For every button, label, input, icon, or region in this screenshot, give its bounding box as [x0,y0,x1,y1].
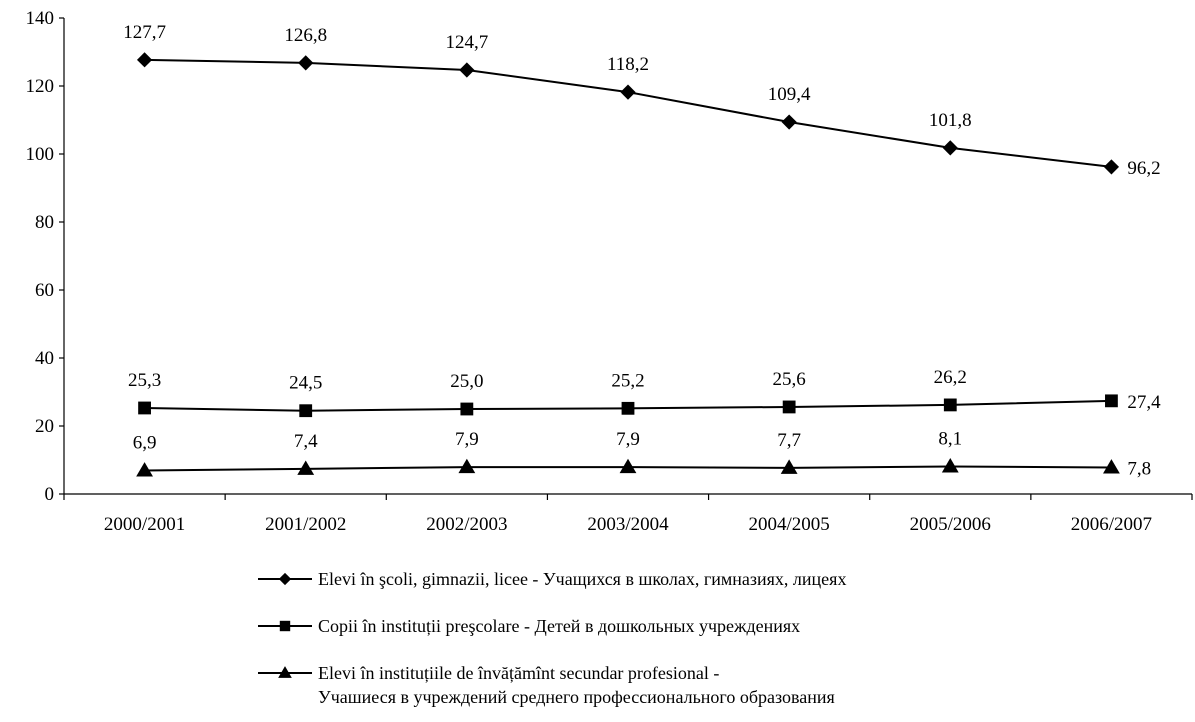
data-label: 7,4 [294,431,318,452]
data-label: 96,2 [1127,158,1160,179]
x-tick-label: 2006/2007 [1071,514,1152,535]
data-point-square [460,402,474,416]
data-point-triangle [941,458,959,473]
y-tick-label: 60 [35,280,54,301]
data-point-diamond [620,84,636,100]
y-tick-label: 140 [26,8,55,29]
data-label: 25,2 [611,370,644,391]
legend-marker-square [279,620,291,632]
data-point-square [782,400,796,414]
data-label: 7,9 [616,429,640,450]
data-point-diamond [298,55,314,71]
series-diamond [136,52,1120,175]
series-triangle [136,458,1120,477]
legend-label: Copii în instituții preşcolare - Детей в… [318,616,800,636]
legend-label: Elevi în şcoli, gimnazii, licee - Учащих… [318,569,846,589]
legend-entry: Elevi în şcoli, gimnazii, licee - Учащих… [258,569,846,589]
data-point-diamond [942,140,958,156]
y-tick-label: 20 [35,416,54,437]
data-point-square [138,401,151,415]
data-point-diamond [1103,159,1120,175]
legend-label: Учашиеся в учреждений среднего профессио… [318,687,835,707]
y-tick-label: 120 [26,76,55,97]
data-point-triangle [1103,459,1120,474]
data-point-square [621,401,635,415]
legend-marker-triangle [278,666,292,678]
y-tick-label: 40 [35,348,54,369]
data-label: 7,8 [1127,458,1151,479]
data-point-square [1105,394,1118,408]
data-point-triangle [619,458,637,474]
data-label: 6,9 [133,433,157,454]
y-tick-label: 100 [26,144,55,165]
legend-entry: Copii în instituții preşcolare - Детей в… [258,616,800,636]
x-tick-label: 2001/2002 [265,514,346,535]
data-point-square [943,398,957,412]
legend-label: Elevi în instituțiile de învățămînt secu… [318,663,719,683]
data-label: 27,4 [1127,392,1161,413]
data-label: 101,8 [929,110,972,131]
x-tick-label: 2002/2003 [426,514,507,535]
data-point-diamond [781,114,797,130]
data-point-diamond [459,62,475,78]
x-tick-label: 2003/2004 [587,514,669,535]
data-label: 25,6 [773,369,806,390]
data-point-triangle [297,460,315,475]
legend-entry: Elevi în instituțiile de învățămînt secu… [258,663,835,707]
data-label: 25,3 [128,370,161,391]
data-label: 124,7 [445,32,488,53]
data-label: 126,8 [284,25,327,46]
data-label: 8,1 [938,428,962,449]
data-label: 118,2 [607,54,649,75]
data-point-diamond [136,52,153,68]
data-point-square [299,404,313,418]
data-label: 127,7 [123,22,166,43]
x-tick-label: 2005/2006 [910,514,991,535]
data-label: 26,2 [934,367,967,388]
y-tick-label: 0 [45,484,55,505]
data-point-triangle [458,458,476,474]
data-label: 25,0 [450,371,483,392]
x-tick-label: 2004/2005 [749,514,830,535]
y-tick-label: 80 [35,212,54,233]
data-label: 24,5 [289,373,322,394]
legend-marker-diamond [278,572,292,586]
data-label: 7,9 [455,429,479,450]
x-tick-label: 2000/2001 [104,514,185,535]
data-label: 109,4 [768,84,811,105]
data-point-triangle [780,459,798,474]
data-label: 7,7 [777,430,801,451]
series-square [138,394,1118,418]
data-point-triangle [136,462,153,477]
